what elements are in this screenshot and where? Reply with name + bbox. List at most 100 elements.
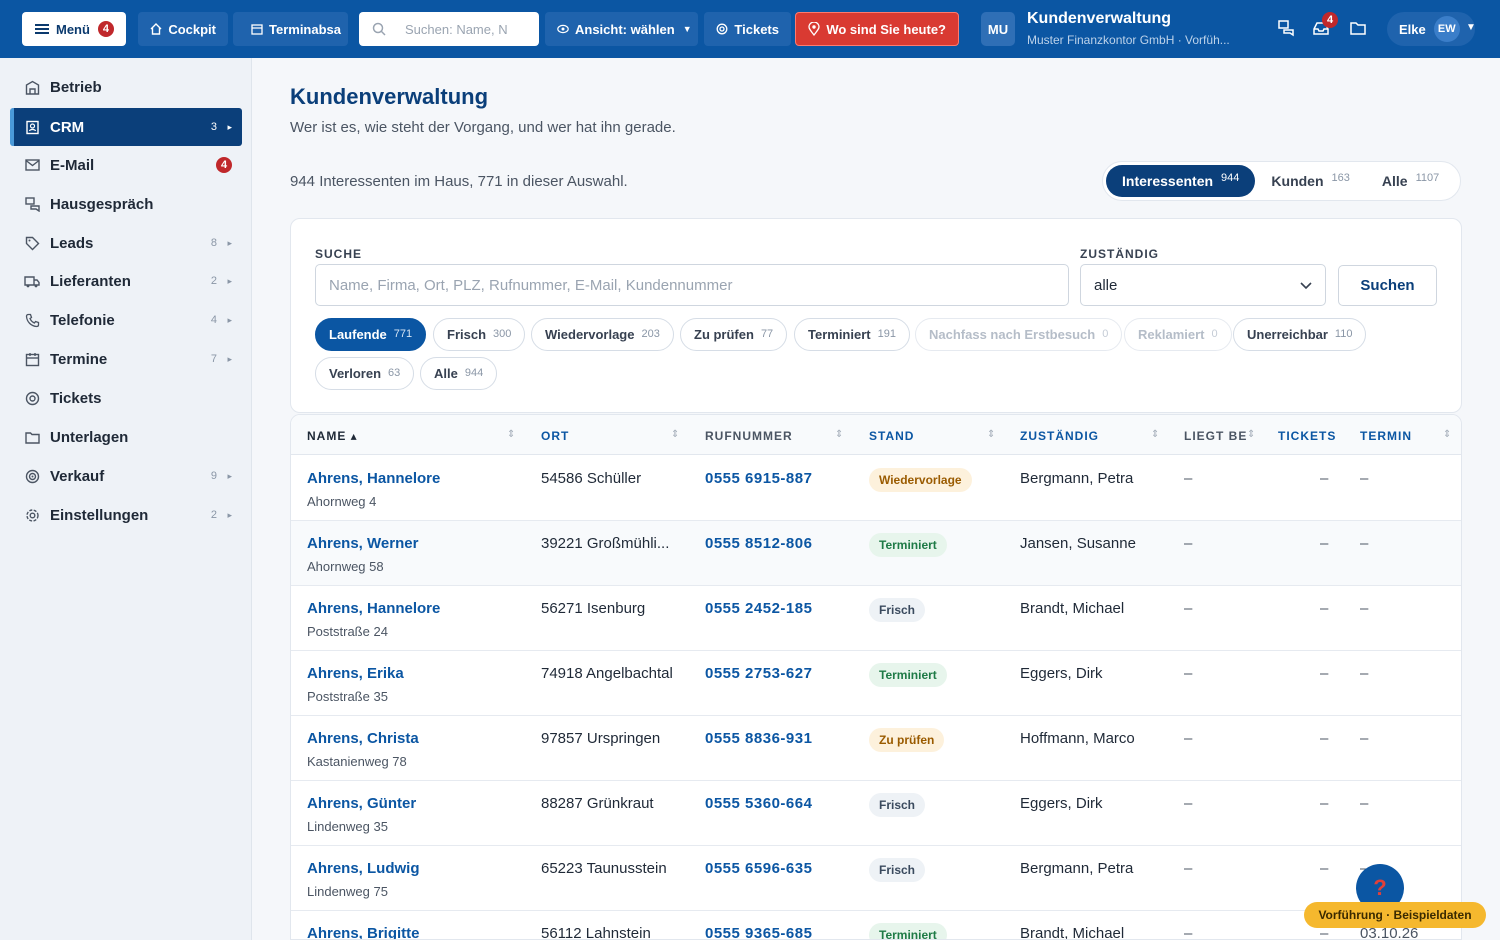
filter-chip-nachfass[interactable]: Nachfass nach Erstbesuch 0 bbox=[915, 318, 1123, 351]
phone-link[interactable]: 0555 6915-887 bbox=[705, 470, 813, 487]
contact-city: 54586 Schüller bbox=[541, 470, 642, 487]
sidebar-item-unterlagen[interactable]: Unterlagen bbox=[10, 418, 242, 456]
user-name: Elke bbox=[1399, 21, 1426, 37]
chevron-right-icon: ▸ bbox=[227, 121, 232, 132]
location-button[interactable]: Wo sind Sie heute? bbox=[795, 12, 959, 46]
liegt-bei-cell: – bbox=[1184, 925, 1193, 940]
sidebar-item-telefonie[interactable]: Telefonie 4 ▸ bbox=[10, 301, 242, 339]
column-header-termin[interactable]: TERMIN bbox=[1360, 429, 1412, 443]
phone-link[interactable]: 0555 8836-931 bbox=[705, 730, 813, 747]
phone-link[interactable]: 0555 2753-627 bbox=[705, 665, 813, 682]
sidebar-item-betrieb[interactable]: Betrieb bbox=[10, 68, 242, 106]
table-row[interactable]: Ahrens, Brigitte 56112 Lahnstein 0555 93… bbox=[291, 911, 1461, 940]
sidebar-item-lieferanten[interactable]: Lieferanten 2 ▸ bbox=[10, 262, 242, 300]
filter-chip-zu-pruefen[interactable]: Zu prüfen 77 bbox=[680, 318, 788, 351]
sidebar-item-verkauf[interactable]: Verkauf 9 ▸ bbox=[10, 457, 242, 495]
filter-chip-laufende[interactable]: Laufende 771 bbox=[315, 318, 427, 351]
filter-chip-alle[interactable]: Alle 944 bbox=[420, 357, 498, 390]
sort-icon[interactable]: ⇕ bbox=[671, 429, 680, 440]
contact-name-link[interactable]: Ahrens, Ludwig bbox=[307, 860, 420, 877]
contact-name-link[interactable]: Ahrens, Hannelore bbox=[307, 600, 441, 617]
contact-name-link[interactable]: Ahrens, Christa bbox=[307, 730, 419, 747]
table-row[interactable]: Ahrens, Christa Kastanienweg 78 97857 Ur… bbox=[291, 716, 1461, 781]
table-row[interactable]: Ahrens, Hannelore Ahornweg 4 54586 Schül… bbox=[291, 456, 1461, 521]
contact-name-link[interactable]: Ahrens, Hannelore bbox=[307, 470, 441, 487]
sort-icon[interactable]: ⇕ bbox=[987, 429, 996, 440]
filter-chip-verloren[interactable]: Verloren 63 bbox=[315, 357, 415, 390]
result-summary: 944 Interessenten im Haus, 771 in dieser… bbox=[290, 173, 628, 190]
sidebar-item-crm[interactable]: CRM 3 ▸ bbox=[10, 108, 242, 146]
sidebar-item-termine[interactable]: Termine 7 ▸ bbox=[10, 340, 242, 378]
phone-link[interactable]: 0555 5360-664 bbox=[705, 795, 813, 812]
chip-count: 77 bbox=[760, 327, 774, 340]
sidebar-item-email[interactable]: E-Mail 4 bbox=[10, 146, 242, 184]
search-submit-button[interactable]: Suchen bbox=[1338, 265, 1437, 306]
table-row[interactable]: Ahrens, Werner Ahornweg 58 39221 Großmüh… bbox=[291, 521, 1461, 586]
chip-label: Verloren bbox=[329, 366, 382, 381]
phone-link[interactable]: 0555 2452-185 bbox=[705, 600, 813, 617]
inbox-icon[interactable] bbox=[1311, 18, 1331, 38]
sidebar-item-label: Unterlagen bbox=[50, 428, 129, 446]
assignee-select[interactable]: alle bbox=[1080, 264, 1326, 306]
sidebar: Betrieb CRM 3 ▸ E-Mail 4 Hausgespräch Le… bbox=[0, 58, 252, 940]
search-input[interactable] bbox=[315, 264, 1069, 306]
phone-link[interactable]: 0555 6596-635 bbox=[705, 860, 813, 877]
contact-name-link[interactable]: Ahrens, Erika bbox=[307, 665, 404, 682]
table-row[interactable]: Ahrens, Erika Poststraße 35 74918 Angelb… bbox=[291, 651, 1461, 716]
liegt-bei-cell: – bbox=[1184, 470, 1193, 487]
contact-name-link[interactable]: Ahrens, Brigitte bbox=[307, 925, 420, 940]
segment-interessenten[interactable]: Interessenten 944 bbox=[1106, 165, 1256, 197]
sidebar-item-hausgespraech[interactable]: Hausgespräch bbox=[10, 185, 242, 223]
filter-chip-terminiert[interactable]: Terminiert 191 bbox=[794, 318, 910, 351]
filter-chip-wiedervorlage[interactable]: Wiedervorlage 203 bbox=[531, 318, 674, 351]
assignee-cell: Eggers, Dirk bbox=[1020, 665, 1103, 682]
view-select-button[interactable]: Ansicht: wählen ▼ bbox=[545, 12, 698, 46]
results-table: NAME ▴ ⇕ ORT ⇕ RUFNUMMER ⇕ STAND ⇕ ZUSTÄ… bbox=[290, 414, 1462, 940]
table-row[interactable]: Ahrens, Hannelore Poststraße 24 56271 Is… bbox=[291, 586, 1461, 651]
sort-icon[interactable]: ⇕ bbox=[1443, 429, 1452, 440]
status-badge-label: Wiedervorlage bbox=[869, 468, 972, 492]
lifebuoy-icon bbox=[716, 21, 728, 37]
sidebar-item-tickets[interactable]: Tickets bbox=[10, 379, 242, 417]
column-header-ort[interactable]: ORT bbox=[541, 429, 570, 443]
sidebar-item-leads[interactable]: Leads 8 ▸ bbox=[10, 224, 242, 262]
table-row[interactable]: Ahrens, Ludwig Lindenweg 75 65223 Taunus… bbox=[291, 846, 1461, 911]
chevron-down-icon[interactable]: ▼ bbox=[1466, 22, 1476, 33]
org-avatar[interactable]: MU bbox=[981, 12, 1015, 46]
terminabsage-button[interactable]: Terminabsa bbox=[233, 12, 348, 46]
contact-name-link[interactable]: Ahrens, Werner bbox=[307, 535, 419, 552]
chip-count: 0 bbox=[1102, 327, 1109, 340]
table-row[interactable]: Ahrens, Günter Lindenweg 35 88287 Grünkr… bbox=[291, 781, 1461, 846]
chat-icon[interactable] bbox=[1276, 18, 1296, 38]
tickets-button[interactable]: Tickets bbox=[704, 12, 791, 46]
chevron-down-icon: ▼ bbox=[682, 24, 692, 34]
folder-icon[interactable] bbox=[1348, 18, 1368, 38]
sort-icon[interactable]: ⇕ bbox=[1247, 429, 1256, 440]
menu-button[interactable]: Menü 4 bbox=[22, 12, 126, 46]
sort-icon[interactable]: ⇕ bbox=[835, 429, 844, 440]
contact-city: 56271 Isenburg bbox=[541, 600, 646, 617]
column-header-zustaendig[interactable]: ZUSTÄNDIG bbox=[1020, 429, 1099, 443]
column-header-name[interactable]: NAME ▴ bbox=[307, 429, 358, 443]
cockpit-button[interactable]: Cockpit bbox=[138, 12, 228, 46]
column-header-liegt-bei[interactable]: LIEGT BEI bbox=[1184, 429, 1248, 443]
sort-icon[interactable]: ⇕ bbox=[1151, 429, 1160, 440]
contact-name-link[interactable]: Ahrens, Günter bbox=[307, 795, 417, 812]
filter-chip-frisch[interactable]: Frisch 300 bbox=[433, 318, 526, 351]
column-header-tickets[interactable]: TICKETS bbox=[1278, 429, 1337, 443]
column-header-rufnummer[interactable]: RUFNUMMER bbox=[705, 429, 793, 443]
global-search-input[interactable]: Suchen: Name, N bbox=[359, 12, 539, 46]
user-menu-button[interactable]: Elke EW bbox=[1387, 12, 1475, 46]
sort-icon[interactable]: ⇕ bbox=[507, 429, 516, 440]
chip-label: Nachfass nach Erstbesuch bbox=[929, 327, 1096, 342]
chevron-right-icon: ▸ bbox=[227, 314, 232, 325]
chip-label: Wiedervorlage bbox=[545, 327, 635, 342]
sidebar-item-einstellungen[interactable]: Einstellungen 2 ▸ bbox=[10, 496, 242, 534]
filter-chip-unerreichbar[interactable]: Unerreichbar 110 bbox=[1233, 318, 1367, 351]
column-header-stand[interactable]: STAND bbox=[869, 429, 915, 443]
filter-chip-reklamiert[interactable]: Reklamiert 0 bbox=[1124, 318, 1232, 351]
segment-kunden[interactable]: Kunden 163 bbox=[1255, 165, 1365, 197]
phone-link[interactable]: 0555 8512-806 bbox=[705, 535, 813, 552]
phone-link[interactable]: 0555 9365-685 bbox=[705, 925, 813, 940]
segment-alle[interactable]: Alle 1107 bbox=[1366, 165, 1455, 197]
